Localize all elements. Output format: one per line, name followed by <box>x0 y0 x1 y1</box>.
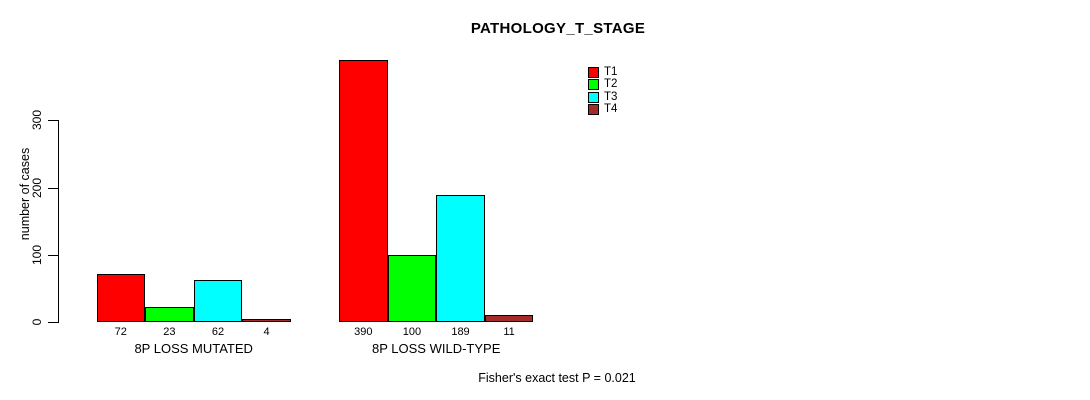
y-axis-tick-label: 200 <box>30 177 44 198</box>
bar-value-label: 189 <box>451 326 470 338</box>
stat-test-annotation: Fisher's exact test P = 0.021 <box>478 371 636 385</box>
bar-t1-group2 <box>339 59 388 322</box>
legend-swatch-t3 <box>588 91 599 103</box>
legend-item-t4: T4 <box>588 102 618 115</box>
legend-label-t2: T2 <box>604 78 618 91</box>
x-group-label: 8P LOSS WILD-TYPE <box>372 341 501 356</box>
legend-swatch-t1 <box>588 67 599 78</box>
bar-t2-group1 <box>145 306 194 322</box>
legend-label-t3: T3 <box>604 90 618 103</box>
bar-value-label: 11 <box>503 326 515 338</box>
legend-swatch-t2 <box>588 79 599 91</box>
bar-value-label: 23 <box>163 326 176 338</box>
y-axis-tick-label: 100 <box>30 244 44 265</box>
y-axis-tick <box>48 254 59 256</box>
bar-t4-group2 <box>484 314 534 322</box>
bar-t3-group2 <box>436 194 485 322</box>
y-axis-tick <box>48 120 59 122</box>
bar-value-label: 390 <box>354 326 373 338</box>
legend-item-t2: T2 <box>588 78 618 91</box>
legend-label-t1: T1 <box>604 66 618 78</box>
legend-item-t1: T1 <box>588 66 618 78</box>
bar-t1-group1 <box>96 273 146 322</box>
y-axis-tick-label: 0 <box>30 318 44 326</box>
x-group-label: 8P LOSS MUTATED <box>134 341 253 356</box>
bar-t2-group2 <box>387 254 437 322</box>
bar-value-label: 4 <box>263 326 270 338</box>
y-axis-tick <box>48 187 59 189</box>
bar-t4-group1 <box>242 319 291 322</box>
legend-item-t3: T3 <box>588 90 618 103</box>
bar-t3-group1 <box>193 280 243 322</box>
legend-label-t4: T4 <box>604 102 618 115</box>
y-axis-tick <box>48 322 59 323</box>
y-axis-line <box>58 120 59 323</box>
bar-value-label: 72 <box>114 326 127 338</box>
y-axis-tick-label: 300 <box>30 110 44 131</box>
bar-value-label: 62 <box>211 326 225 338</box>
legend-swatch-t4 <box>588 103 599 115</box>
bar-value-label: 100 <box>402 326 422 338</box>
chart-title: PATHOLOGY_T_STAGE <box>470 20 646 37</box>
